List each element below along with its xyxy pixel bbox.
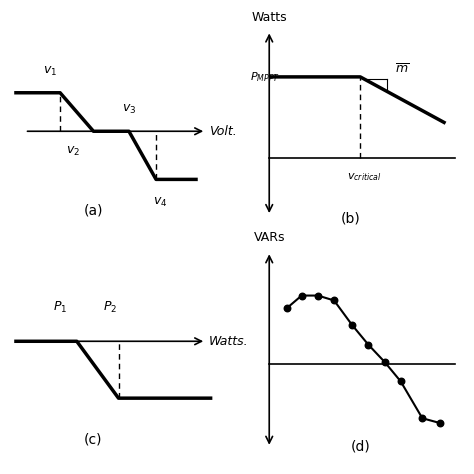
Point [330,297,338,304]
Text: VARs: VARs [254,231,285,244]
Text: $P_{MPPT}$: $P_{MPPT}$ [250,70,280,84]
Point [348,321,356,329]
Text: $v_1$: $v_1$ [43,64,57,78]
Point [298,292,305,300]
Text: (a): (a) [84,204,103,218]
Text: Watts: Watts [251,10,287,24]
Point [365,341,372,348]
Text: Watts.: Watts. [209,335,249,348]
Text: $P_2$: $P_2$ [103,300,117,315]
Point [419,414,426,422]
Text: $v_3$: $v_3$ [122,103,136,116]
Text: Volt.: Volt. [209,125,237,138]
Text: (b): (b) [341,212,361,226]
Point [397,378,404,385]
Point [381,358,388,365]
Point [437,419,444,427]
Text: $v_4$: $v_4$ [153,196,167,209]
Text: $v_2$: $v_2$ [65,145,80,158]
Text: (d): (d) [350,439,370,453]
Point [314,292,322,300]
Point [283,304,291,311]
Text: (c): (c) [84,433,103,447]
Text: $P_1$: $P_1$ [53,300,67,315]
Text: $v_{critical}$: $v_{critical}$ [346,171,382,182]
Text: $\overline{m}$: $\overline{m}$ [395,63,409,77]
